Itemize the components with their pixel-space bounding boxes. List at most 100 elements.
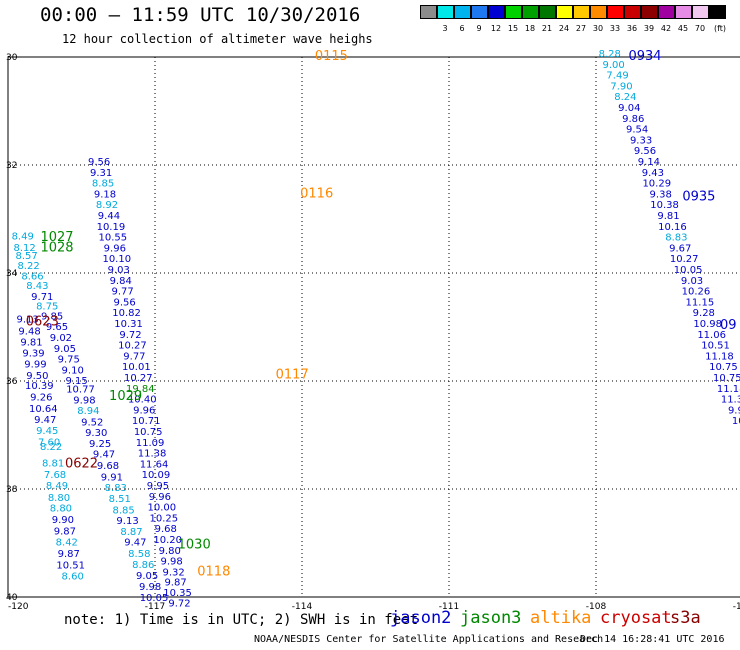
lon-tick-label: -114 [292,602,313,612]
wave-height-value: 9.68 [97,461,119,472]
wave-height-value: 10.40 [128,395,157,406]
track-right: 8.289.007.497.908.249.049.869.549.339.56… [599,49,740,427]
wave-height-value: 9.10 [62,365,84,376]
wave-height-value: 10.8 [732,416,740,427]
wave-height-value: 9.80 [159,546,181,557]
pass-time-label: 0117 [276,368,309,383]
scale-swatch [522,5,539,19]
wave-height-value: 9.91 [101,472,123,483]
pass-time-label: 0623 [26,315,59,330]
wave-height-value: 11.30 [721,395,740,406]
wave-height-value: 9.56 [634,146,656,157]
wave-height-value: 9.98 [139,582,161,593]
scale-label: 36 [626,24,638,33]
wave-height-value: 9.44 [98,211,120,222]
pass-time-label: 0935 [682,189,715,204]
track-middle-left: 8.498.128.578.228.668.439.718.759.859.65… [12,232,169,604]
scale-swatch [624,5,641,19]
wave-height-value: 8.81 [42,458,64,469]
wave-height-value: 11.15 [686,297,715,308]
scale-swatch [573,5,590,19]
wave-height-value: 9.39 [22,349,44,360]
scale-label: 39 [643,24,655,33]
wave-height-value: 8.43 [26,281,48,292]
pass-time-label: 1028 [40,241,73,256]
wave-height-value: 7.68 [44,470,66,481]
wave-height-value: 9.99 [728,405,740,416]
wave-height-value: 10.98 [693,319,722,330]
wave-height-value: 10.25 [149,513,178,524]
scale-label: 12 [490,24,502,33]
lat-tick-label: 34 [6,269,18,279]
wave-height-value: 8.22 [40,442,62,453]
wave-height-value: 10.51 [701,341,730,352]
wave-height-value: 11.09 [136,438,165,449]
scale-unit: (ft) [713,24,727,33]
wave-height-value: 9.48 [18,327,40,338]
wave-height-value: 10.38 [650,200,679,211]
wave-height-value: 9.85 [41,311,63,322]
wave-height-value: 9.96 [149,492,171,503]
wave-height-value: 10.27 [670,254,699,265]
wave-height-value: 9.32 [162,567,184,578]
scale-label: 18 [524,24,536,33]
lon-tick-label: -105 [733,602,740,612]
wave-height-value: 10.51 [56,560,85,571]
wave-height-value: 9.96 [104,243,126,254]
wave-height-value: 9.56 [113,297,135,308]
wave-height-value: 8.60 [62,572,84,583]
wave-height-value: 9.96 [133,405,155,416]
wave-height-value: 9.75 [58,355,80,366]
wave-height-value: 9.99 [24,360,46,371]
wave-height-value: 19.84 [126,384,155,395]
wave-height-value: 8.80 [50,504,72,515]
wave-height-value: 8.57 [15,251,37,262]
wave-height-value: 9.45 [36,426,58,437]
wave-height-value: 9.56 [88,157,110,168]
wave-height-value: 9.13 [16,315,38,326]
wave-height-value: 9.38 [650,189,672,200]
wave-height-value: 10.82 [112,308,141,319]
wave-height-value: 9.26 [30,392,52,403]
wave-height-value: 9.87 [58,549,80,560]
wave-height-value: 8.22 [17,261,39,272]
footer-note: note: 1) Time is in UTC; 2) SWH is in fe… [64,612,419,628]
wave-height-value: 9.15 [65,376,87,387]
legend-item-altika: altika [530,608,592,628]
wave-height-value: 8.92 [96,200,118,211]
pass-time-label: 0115 [315,49,348,64]
timestamp: Dec 14 16:28:41 UTC 2016 [580,634,725,645]
wave-height-value: 10.20 [153,535,182,546]
wave-height-value: 10.55 [99,233,128,244]
track-left: 9.139.489.819.399.999.5010.399.2610.649.… [16,315,85,583]
wave-height-value: 9.87 [54,526,76,537]
wave-height-value: 9.05 [136,571,158,582]
wave-height-value: 9.81 [657,211,679,222]
wave-height-value: 9.47 [93,450,115,461]
scale-label: 70 [694,24,706,33]
scale-label: 42 [660,24,672,33]
wave-height-value: 8.87 [120,527,142,538]
wave-height-value: 8.83 [105,483,127,494]
wave-height-value: 8.83 [665,233,687,244]
wave-height-value: 9.84 [110,276,132,287]
wave-height-value: 9.13 [116,516,138,527]
scale-label: 30 [592,24,604,33]
wave-height-value: 10.26 [682,287,711,298]
wave-height-value: 10.05 [674,265,703,276]
wave-height-value: 10.05 [140,593,169,604]
wave-height-value: 8.80 [48,493,70,504]
wave-height-value: 10.27 [124,373,153,384]
wave-height-value: 10.19 [97,222,126,233]
scale-label: 15 [507,24,519,33]
wave-height-value: 11.18 [705,351,734,362]
wave-height-value: 8.75 [36,302,58,313]
track-middle-right: 9.7210.359.879.329.989.8010.209.6810.251… [88,157,192,610]
wave-height-value: 8.49 [12,232,34,243]
scale-swatch [454,5,471,19]
wave-height-value: 10.35 [163,588,192,599]
legend-item-jason3: jason3 [460,608,522,628]
scale-label: 21 [541,24,553,33]
legend-item-s3a: s3a [670,608,701,628]
wave-height-value: 9.77 [123,351,145,362]
